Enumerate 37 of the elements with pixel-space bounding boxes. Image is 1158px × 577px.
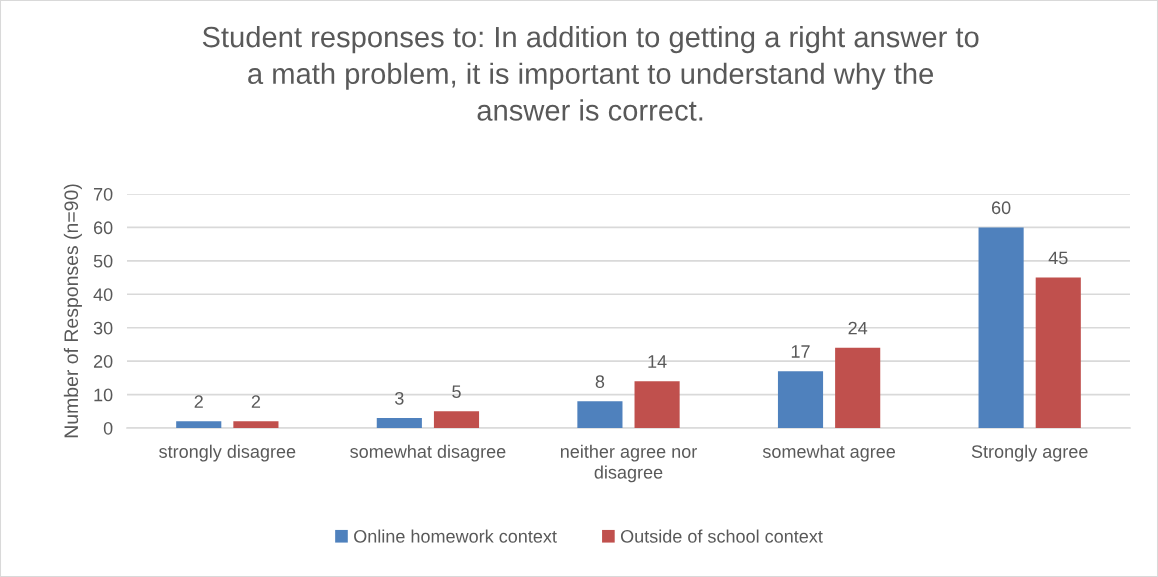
data-label: 60 (991, 201, 1011, 215)
chart-title: Student responses to: In addition to getting a right answer to a math problem, it is important to understand why the answer is correct. (202, 25, 979, 121)
y-tick-label: 70 (93, 187, 113, 201)
bar (176, 421, 222, 429)
bar (1035, 277, 1081, 429)
data-label: 2 (251, 395, 261, 408)
bar (433, 411, 480, 429)
x-tick-label: strongly disagree (159, 444, 296, 462)
x-tick-label: Strongly agree (971, 444, 1088, 462)
x-tick-label: somewhat disagree (350, 444, 506, 462)
y-axis-title: Number of Responses (n=90) (63, 184, 82, 438)
y-tick-label: 10 (94, 388, 113, 402)
data-label: 3 (395, 391, 404, 405)
bar (577, 401, 623, 429)
bar (634, 381, 680, 429)
bar (376, 417, 422, 429)
y-tick-label: 50 (93, 254, 113, 268)
y-tick-label: 0 (103, 421, 113, 435)
y-tick-label: 60 (93, 221, 113, 235)
x-tick-label: somewhat agree (762, 444, 896, 462)
data-label: 8 (595, 375, 605, 388)
data-label: 45 (1048, 251, 1068, 265)
legend-label: Online homework context (354, 529, 557, 543)
y-tick-label: 40 (93, 288, 113, 302)
x-tick-label: neither agree nor disagree (560, 444, 697, 483)
bar (233, 421, 279, 429)
y-tick-label: 30 (93, 321, 113, 335)
data-label: 14 (648, 355, 667, 368)
bar (978, 227, 1024, 429)
bar (835, 347, 881, 429)
data-label: 2 (194, 395, 203, 408)
data-label: 24 (848, 321, 868, 335)
legend-label: Outside of school context (620, 529, 823, 543)
data-label: 5 (452, 385, 461, 399)
y-tick-label: 20 (93, 355, 113, 368)
data-label: 17 (791, 345, 810, 358)
bar (777, 371, 824, 429)
